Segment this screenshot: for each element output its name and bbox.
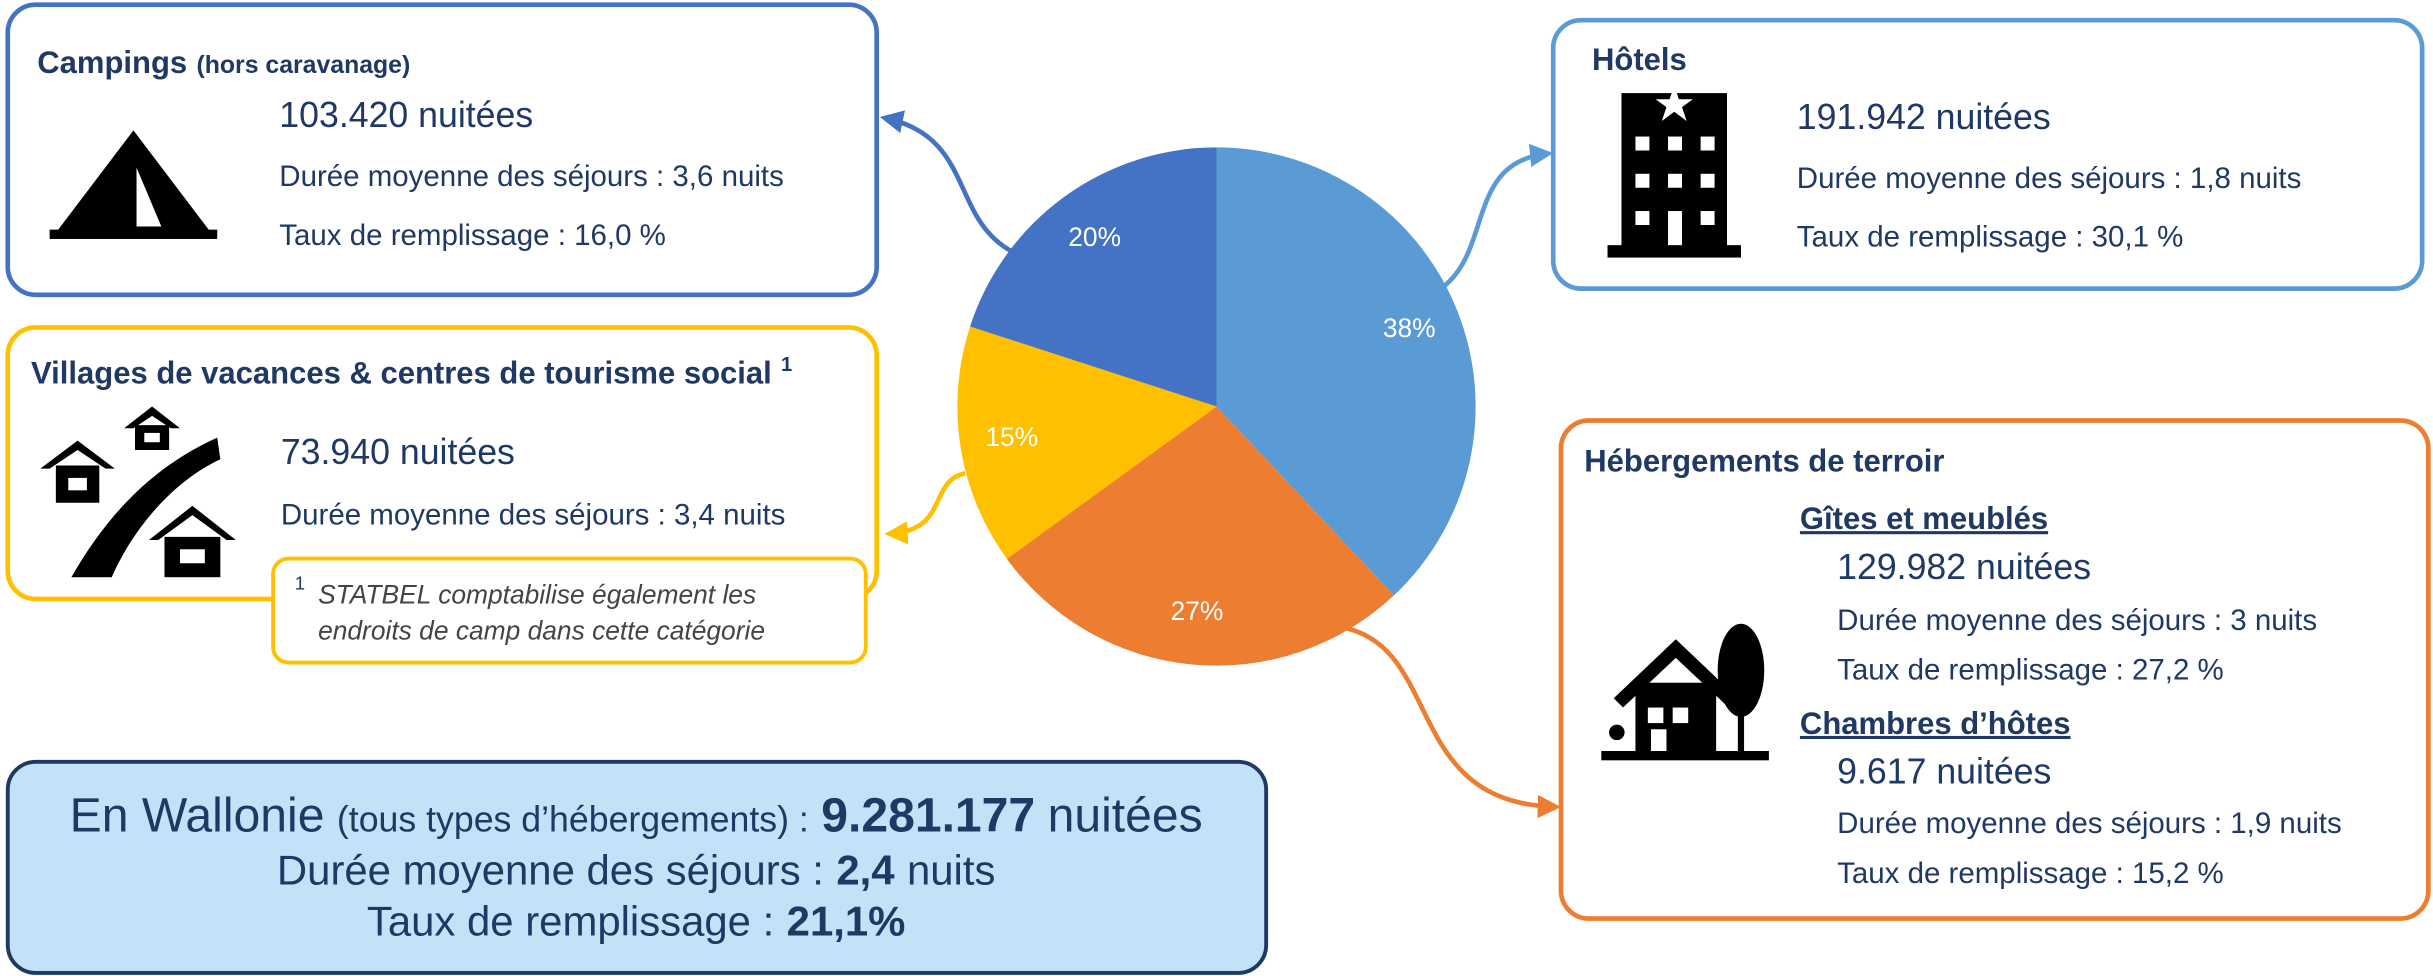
subtitle: Gîtes et meublés [1800,501,2048,536]
nights: 103.420 nuitées [279,95,533,135]
summary-line: Durée moyenne des séjours : 2,4 nuits [277,846,995,893]
slice-label: 38% [1383,313,1436,343]
footnote-mark: 1 [295,573,305,594]
nights: 73.940 nuitées [281,432,515,472]
village-icon [40,406,236,578]
pie-slice [1216,147,1476,596]
occupancy-value: 21,1% [787,898,906,945]
terroir-box [1558,418,2431,921]
summary-line: Taux de remplissage : 21,1% [367,898,905,945]
nights: 9.617 nuitées [1837,752,2051,792]
occupancy: Taux de remplissage : 16,0 % [279,219,666,252]
hotel-icon [1607,85,1741,258]
wallonie-box [5,759,1269,975]
pie-slice [970,147,1217,407]
stay: Durée moyenne des séjours : 3,6 nuits [279,160,784,193]
pie-chart: 38% 27% 15% 20% [957,147,1476,666]
occupancy: Taux de remplissage : 30,1 % [1797,221,2184,254]
title: Villages de vacances & centres de touris… [31,355,772,390]
title: Campings [37,45,187,80]
occupancy: Taux de remplissage : 15,2 % [1837,857,2224,890]
box-title: Campings (hors caravanage) [37,45,410,80]
tent-icon [49,130,218,239]
slice-label: 15% [985,422,1038,452]
pie-slice [957,326,1217,559]
nights-unit: nuitées [1048,789,1203,843]
scope: (tous types d’hébergements) : [337,800,809,840]
arrow [1441,143,1554,289]
occupancy: Taux de remplissage : 27,2 % [1837,654,2224,687]
hotels-box [1550,17,2425,291]
footnote-box [271,556,868,665]
stay: Durée moyenne des séjours : 3 nuits [1837,604,2317,637]
stay: Durée moyenne des séjours : 1,9 nuits [1837,807,2342,840]
nights: 129.982 nuitées [1837,547,2091,587]
qualifier: (hors caravanage) [196,52,410,79]
footnote: STATBEL comptabilise également les [318,580,756,610]
pie-slice [1006,406,1394,666]
slice-label: 27% [1171,596,1224,626]
box-title: Hébergements de terroir [1584,444,1944,479]
arrow [879,110,1013,254]
summary-line: En Wallonie (tous types d’hébergements) :… [70,789,1203,843]
arrow [884,470,966,545]
campings-box [5,2,880,298]
box-title: Villages de vacances & centres de touris… [31,354,792,390]
stay-unit: nuits [907,846,995,893]
box-title: Hôtels [1592,42,1687,77]
slice-label: 20% [1068,222,1121,252]
subtitle: Chambres d’hôtes [1800,706,2071,741]
stay-label: Durée moyenne des séjours : [277,846,824,893]
region: En Wallonie [70,789,325,843]
stay: Durée moyenne des séjours : 3,4 nuits [281,498,786,531]
note-mark: 1 [781,354,792,376]
arrow [1346,626,1561,819]
house-icon [1601,623,1769,761]
nights-value: 9.281.177 [821,789,1035,843]
nights: 191.942 nuitées [1797,97,2051,137]
footnote: endroits de camp dans cette catégorie [318,615,765,645]
occupancy-label: Taux de remplissage : [367,898,774,945]
stay-value: 2,4 [836,846,895,893]
stay: Durée moyenne des séjours : 1,8 nuits [1797,162,2302,195]
